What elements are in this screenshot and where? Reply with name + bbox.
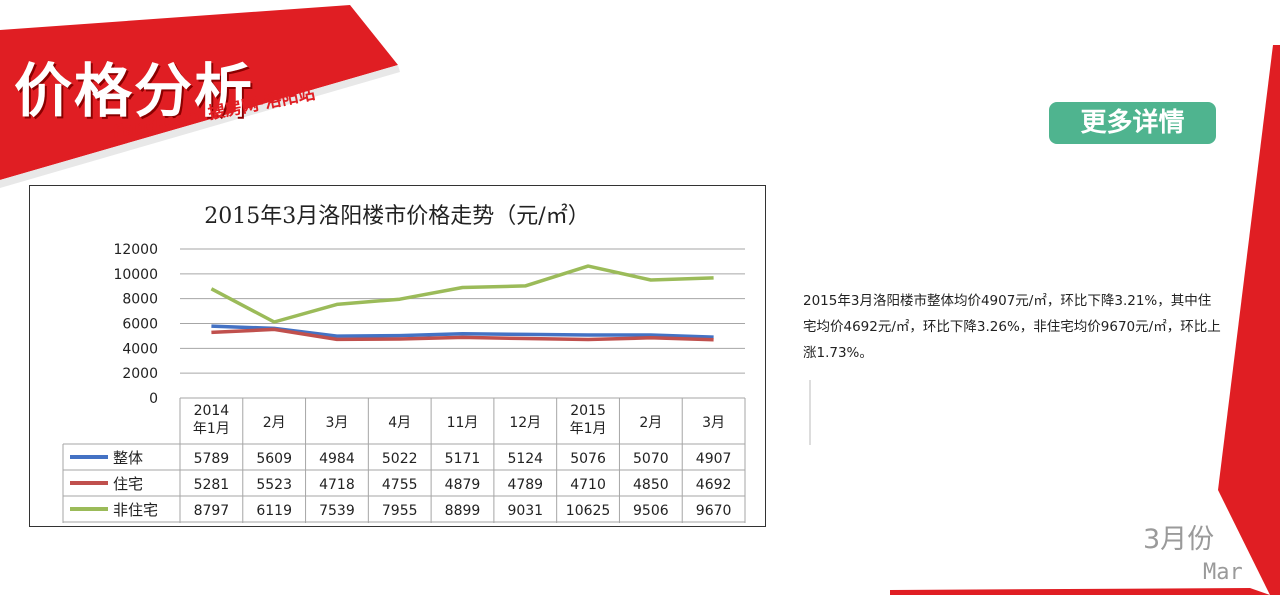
data-cell: 5789 [194,451,230,467]
more-details-button[interactable]: 更多详情 [1049,102,1216,144]
y-tick-label: 2000 [122,366,158,382]
y-tick-label: 12000 [113,242,158,258]
data-cell: 5281 [194,477,230,493]
month-label-cn: 3月份 [1143,524,1215,555]
red-stripe-bottom [890,588,1270,595]
data-cell: 5171 [445,451,481,467]
data-cell: 4879 [445,477,481,493]
data-cell: 8797 [194,503,230,519]
data-cell: 9670 [696,503,732,519]
legend-label: 整体 [113,449,143,467]
section-title: 价格分析 [14,57,255,125]
data-cell: 5070 [633,451,669,467]
series-line-3 [210,264,714,324]
x-tick-label: 4月 [388,415,411,431]
y-tick-label: 4000 [122,341,158,357]
y-tick-label: 6000 [122,317,158,333]
x-tick-label: 12月 [509,415,541,431]
x-tick-label: 2015 年1月 [570,403,607,437]
chart-title: 2015年3月洛阳楼市价格走势（元/㎡） [204,203,589,229]
data-cell: 5022 [382,451,418,467]
series-line-2 [211,327,714,342]
x-tick-label: 3月 [702,415,725,431]
data-cell: 5124 [507,451,543,467]
x-tick-label: 2月 [639,415,662,431]
red-shadow-left [0,65,400,188]
y-tick-label: 0 [149,391,158,407]
data-cell: 8899 [445,503,481,519]
data-cell: 7955 [382,503,418,519]
data-cell: 9031 [507,503,543,519]
x-tick-label: 11月 [447,415,479,431]
data-cell: 4789 [507,477,543,493]
data-cell: 5523 [256,477,292,493]
data-cell: 9506 [633,503,669,519]
data-cell: 5609 [256,451,292,467]
x-tick-label: 2014 年1月 [193,403,230,437]
red-banner-left [0,5,398,180]
legend-label: 住宅 [113,475,143,493]
data-cell: 10625 [566,503,611,519]
data-cell: 7539 [319,503,355,519]
price-description: 2015年3月洛阳楼市整体均价4907元/㎡，环比下降3.21%，其中住宅均价4… [803,293,1221,361]
chart-svg: 2015年3月洛阳楼市价格走势（元/㎡） 0 2000 4000 6000 8000 100… [62,203,746,523]
data-cell: 4850 [633,477,669,493]
data-cell: 4718 [319,477,355,493]
y-tick-label: 10000 [113,267,158,283]
y-tick-label: 8000 [122,292,158,308]
legend-label: 非住宅 [113,501,158,519]
data-cell: 4907 [696,451,732,467]
data-cell: 4984 [319,451,355,467]
month-label-en: Mar [1203,560,1243,585]
x-tick-label: 2月 [263,415,286,431]
x-tick-label: 3月 [325,415,348,431]
data-cell: 5076 [570,451,606,467]
data-cell: 4755 [382,477,418,493]
price-trend-chart: 2015年3月洛阳楼市价格走势（元/㎡） 0 2000 4000 6000 8000 100… [29,185,766,527]
data-cell: 4710 [570,477,606,493]
data-cell: 4692 [696,477,732,493]
data-cell: 6119 [256,503,292,519]
red-banner-right [1218,45,1280,595]
